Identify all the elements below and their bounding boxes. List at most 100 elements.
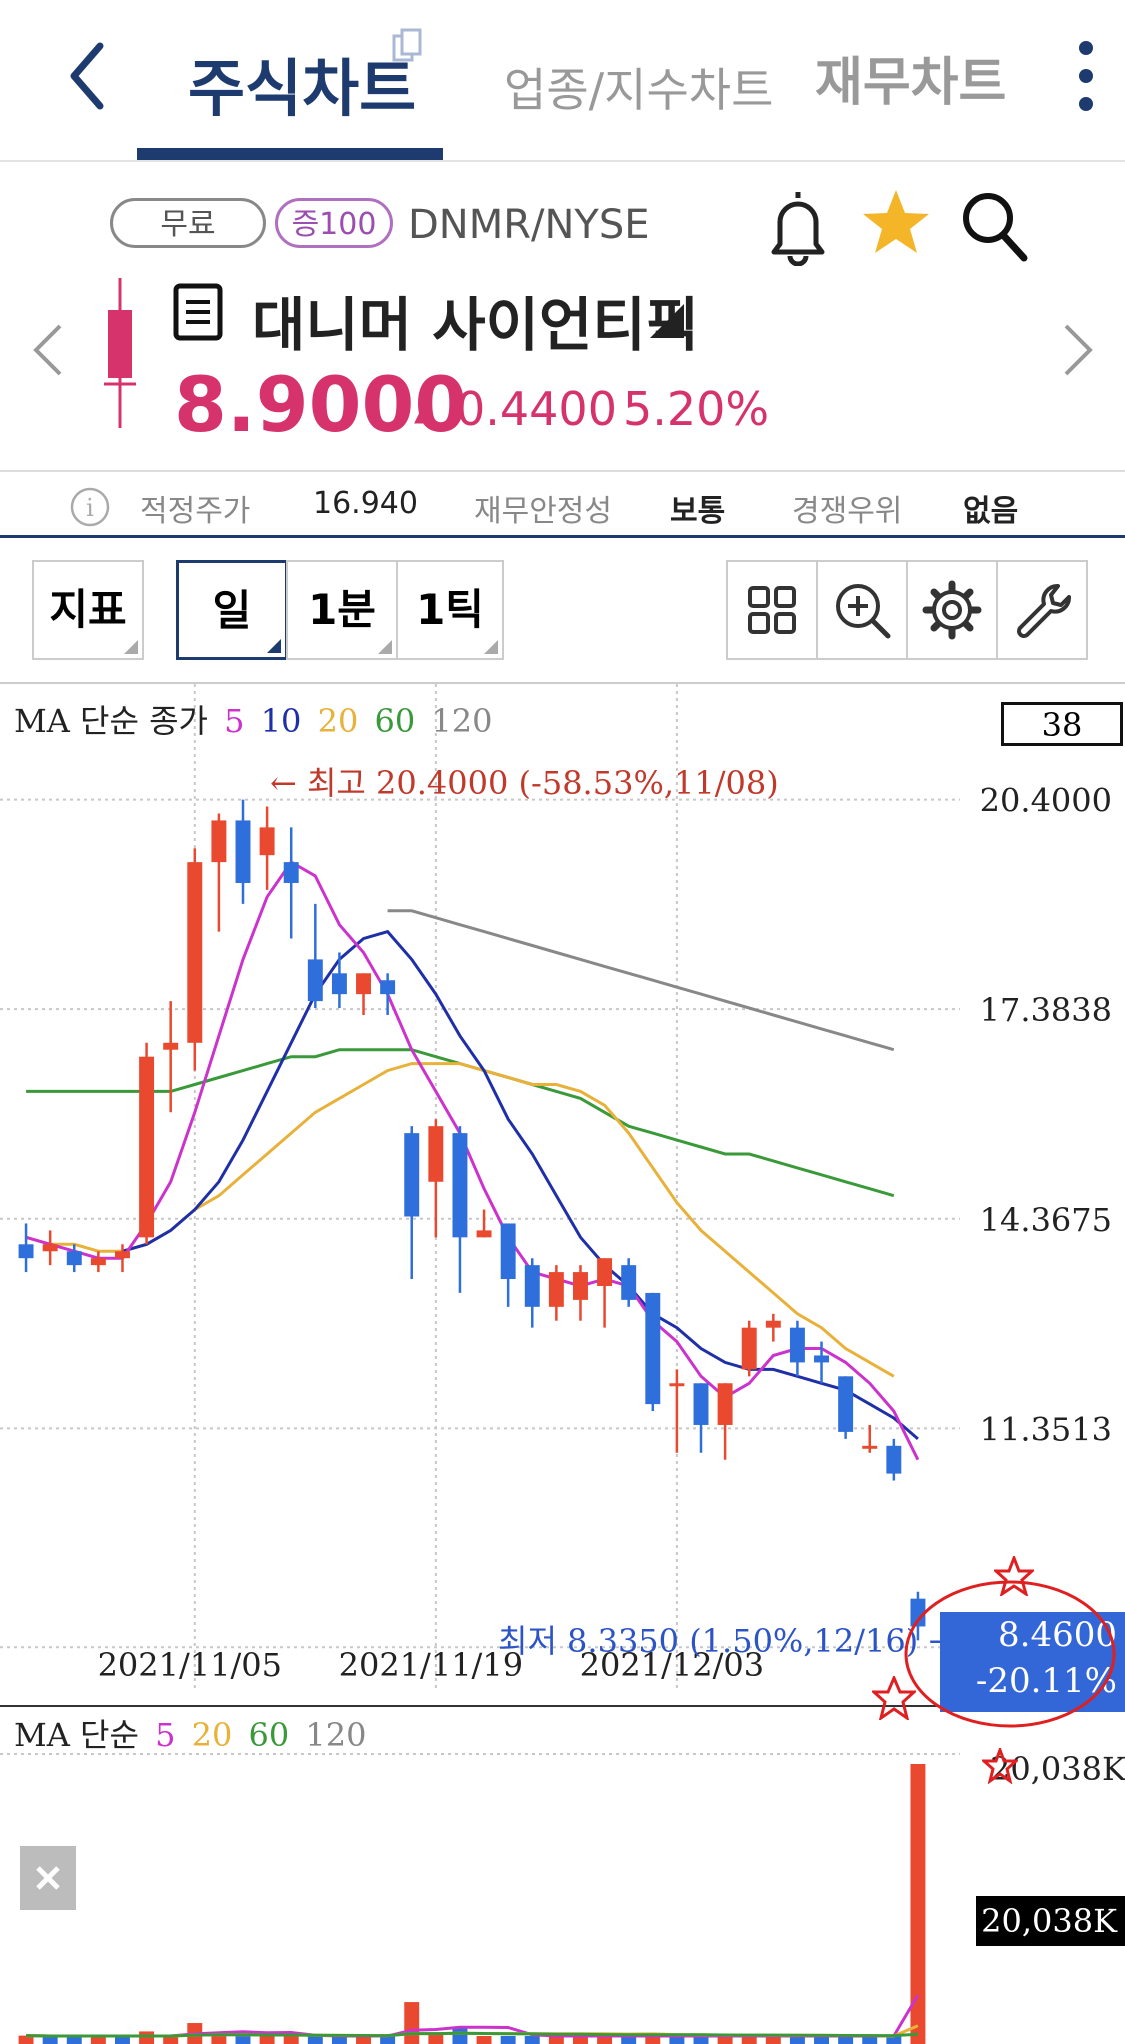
stability-label: 재무안정성 [474, 494, 612, 529]
back-button[interactable] [62, 36, 112, 116]
star-icon [863, 190, 929, 253]
volume-legend-title: MA 단순 [14, 1716, 139, 1754]
annotation-star-icon [994, 1556, 1034, 1596]
tab-sector-index-chart[interactable]: 업종/지수차트 [504, 63, 774, 117]
ma5-line [25, 860, 920, 1461]
low-price-label: 최저 8.3350 (1.50%,12/16) → [498, 1622, 956, 1660]
date-x-tick: 2021/11/05 [98, 1646, 282, 1684]
mini-candle-icon [100, 278, 140, 432]
more-menu-icon[interactable] [1074, 40, 1098, 112]
volume-bar [139, 2031, 155, 2044]
period-1tick-button[interactable]: 1틱 [396, 560, 504, 660]
chart-tab-bar: 주식차트 업종/지수차트 재무차트 [0, 0, 1125, 162]
alarm-bell-button[interactable] [768, 186, 828, 270]
fair-price-label: 적정주가 [140, 494, 251, 529]
price-ma-legend: MA 단순 종가 5 10 20 60 120 [14, 696, 492, 742]
tools-button[interactable] [996, 560, 1088, 660]
candle-body [90, 1258, 106, 1266]
vol-legend-ma5: 5 [155, 1716, 176, 1754]
ma120-line [387, 909, 895, 1052]
legend-ma60: 60 [374, 702, 416, 740]
candle-body [380, 980, 396, 995]
candle-body [139, 1056, 155, 1238]
candle-body [500, 1223, 516, 1280]
candle-body [404, 1133, 420, 1217]
volume-bar [862, 2036, 878, 2044]
last-volume-box: 20,038K [976, 1896, 1125, 1946]
volume-bar [42, 2036, 58, 2044]
indicator-button[interactable]: 지표 [32, 560, 144, 660]
price-legend-title: MA 단순 종가 [14, 702, 208, 740]
period-1min-button[interactable]: 1분 [286, 560, 398, 660]
volume-bar [500, 2036, 516, 2044]
volume-bar [621, 2036, 637, 2044]
volume-ma-legend: MA 단순 5 20 60 120 [14, 1710, 367, 1756]
volume-bar [452, 2027, 468, 2044]
tab-stock-chart[interactable]: 주식차트 [188, 52, 417, 125]
volume-bar [669, 2036, 685, 2044]
info-icon[interactable]: i [70, 487, 110, 531]
volume-ma5-line [26, 1994, 920, 2038]
close-overlay-button[interactable] [20, 1846, 76, 1910]
volume-bar [163, 2036, 179, 2044]
period-day-button[interactable]: 일 [176, 560, 288, 660]
price-y-tick: 17.3838 [980, 991, 1112, 1029]
annotation-circle [904, 1580, 1116, 1728]
up-arrow-icon: ▲ [414, 394, 436, 427]
search-button[interactable] [958, 186, 1030, 270]
volume-bar [693, 2036, 709, 2044]
close-icon [36, 1866, 60, 1890]
vol-legend-ma20: 20 [191, 1716, 233, 1754]
next-stock-button[interactable] [1060, 320, 1096, 384]
candle-body [115, 1251, 130, 1259]
candle-body [645, 1292, 661, 1405]
chevron-right-icon [1064, 324, 1093, 376]
legend-ma10: 10 [260, 702, 302, 740]
volume-bar [717, 2036, 733, 2044]
favorite-star-button[interactable] [860, 186, 932, 262]
volume-bar [380, 2036, 396, 2044]
legend-ma5: 5 [224, 702, 245, 740]
indicator-label: 지표 [49, 585, 127, 634]
volume-bar [838, 2036, 854, 2044]
stock-dropdown-icon[interactable] [650, 304, 684, 342]
stock-detail-button[interactable] [172, 282, 224, 346]
candle-body [18, 1244, 34, 1259]
price-change: 0.4400 [456, 382, 617, 436]
candle-body [741, 1327, 757, 1370]
volume-bar [404, 2002, 420, 2044]
price-volume-chart-svg[interactable]: 20.4000 17.3838 14.3675 11.3513 2021/11/05 20… [0, 684, 1125, 2044]
candle-body [356, 973, 371, 995]
stock-name[interactable]: 대니머 사이언티픽 [252, 291, 700, 359]
candle-body [163, 1042, 179, 1050]
volume-bar [765, 2036, 781, 2044]
volume-bar [814, 2036, 829, 2044]
prev-stock-button[interactable] [30, 320, 66, 384]
candle-body [211, 820, 227, 863]
volume-bar [645, 2034, 661, 2044]
copy-icon[interactable] [392, 28, 424, 68]
zoom-in-icon [836, 584, 891, 639]
zoom-in-button[interactable] [816, 560, 908, 660]
chevron-left-icon [70, 42, 104, 110]
layout-grid-button[interactable] [726, 560, 818, 660]
date-x-tick: 2021/12/03 [580, 1646, 764, 1684]
grid-icon [748, 586, 796, 634]
settings-button[interactable] [906, 560, 998, 660]
price-change-pct: 5.20% [623, 382, 770, 436]
fair-price-value: 16.940 [313, 486, 418, 521]
candle-body [476, 1230, 492, 1238]
day-label: 일 [212, 586, 252, 635]
candle-body [597, 1258, 613, 1286]
candle-body [573, 1272, 588, 1300]
volume-max-tick: 20,038K [990, 1750, 1125, 1788]
volume-bar [428, 2032, 444, 2044]
tab-financial-chart[interactable]: 재무차트 [815, 53, 1007, 113]
candle-body [283, 862, 299, 883]
volume-bar [115, 2036, 130, 2044]
candle-body [669, 1383, 685, 1387]
volume-bar [356, 2036, 371, 2044]
ma10-line [122, 929, 919, 1441]
legend-ma20: 20 [317, 702, 359, 740]
chart-panel[interactable]: 20.4000 17.3838 14.3675 11.3513 2021/11/05 20… [0, 682, 1125, 2044]
